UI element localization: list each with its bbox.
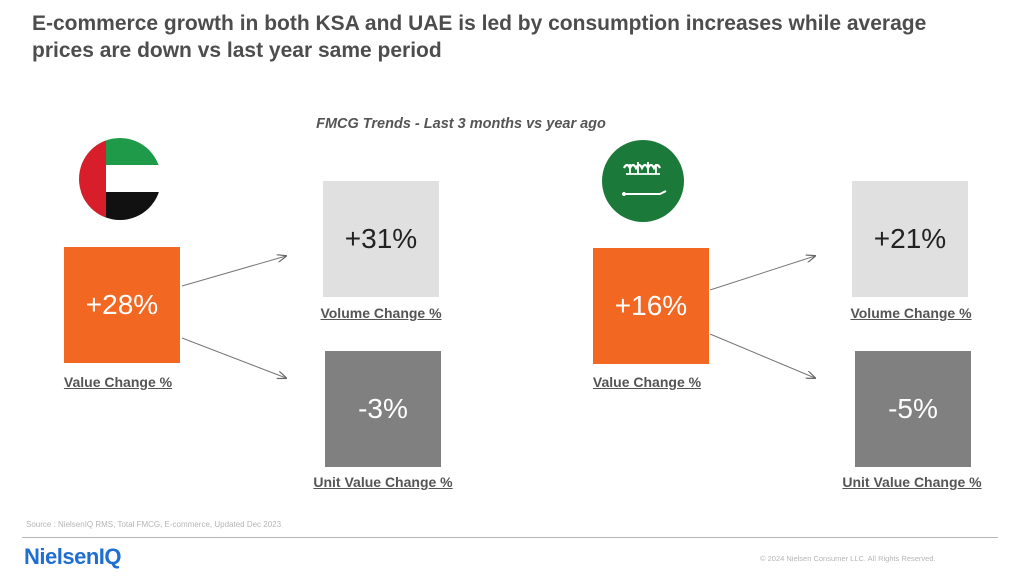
ksa-unit-value-change: -5% (888, 393, 938, 424)
page-title: E-commerce growth in both KSA and UAE is… (32, 12, 927, 62)
ksa-value-change: +16% (614, 290, 688, 321)
uae-value-change: +28% (85, 289, 159, 320)
ksa-unit-value-change-label: Unit Value Change % (842, 474, 982, 490)
section-subtitle: FMCG Trends - Last 3 months vs year ago (316, 116, 606, 132)
ksa-volume-change-box: +21% (852, 181, 968, 297)
uae-flag-icon (79, 138, 161, 220)
ksa-arrow-volume (709, 256, 815, 291)
uae-arrow-unit-value (181, 337, 286, 378)
ksa-flag-icon (602, 140, 684, 222)
ksa-volume-change: +21% (873, 223, 947, 254)
ksa-value-change-box: +16% (593, 248, 709, 364)
uae-volume-change-label: Volume Change % (320, 305, 442, 321)
uae-unit-value-change-label: Unit Value Change % (313, 474, 453, 490)
uae-volume-change: +31% (344, 223, 418, 254)
uae-unit-value-change: -3% (358, 393, 408, 424)
footer-divider (22, 537, 998, 538)
nielseniq-logo: NielsenIQ (24, 544, 121, 569)
uae-volume-change-box: +31% (323, 181, 439, 297)
uae-value-change-box: +28% (64, 247, 180, 363)
uae-value-change-label: Value Change % (63, 374, 173, 390)
source-note: Source : NielsenIQ RMS, Total FMCG, E-co… (26, 520, 282, 529)
uae-arrow-volume (181, 256, 286, 287)
ksa-unit-value-change-box: -5% (855, 351, 971, 467)
ksa-arrow-unit-value (709, 333, 815, 378)
uae-unit-value-change-box: -3% (325, 351, 441, 467)
ksa-volume-change-label: Volume Change % (850, 305, 972, 321)
copyright-text: © 2024 Nielsen Consumer LLC. All Rights … (760, 554, 936, 563)
ksa-value-change-label: Value Change % (592, 374, 702, 390)
